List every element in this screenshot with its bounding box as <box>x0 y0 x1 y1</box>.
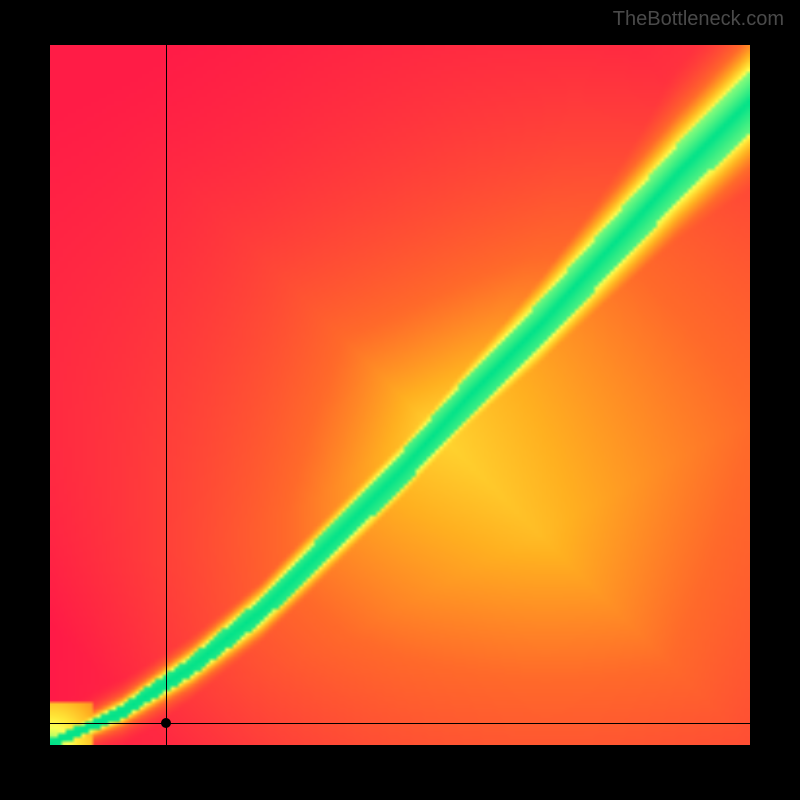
heatmap-plot <box>50 45 750 745</box>
heatmap-canvas <box>50 45 750 745</box>
watermark-text: TheBottleneck.com <box>613 8 784 31</box>
crosshair-vertical-line <box>166 45 167 745</box>
crosshair-horizontal-line <box>50 723 750 724</box>
crosshair-point <box>161 718 171 728</box>
